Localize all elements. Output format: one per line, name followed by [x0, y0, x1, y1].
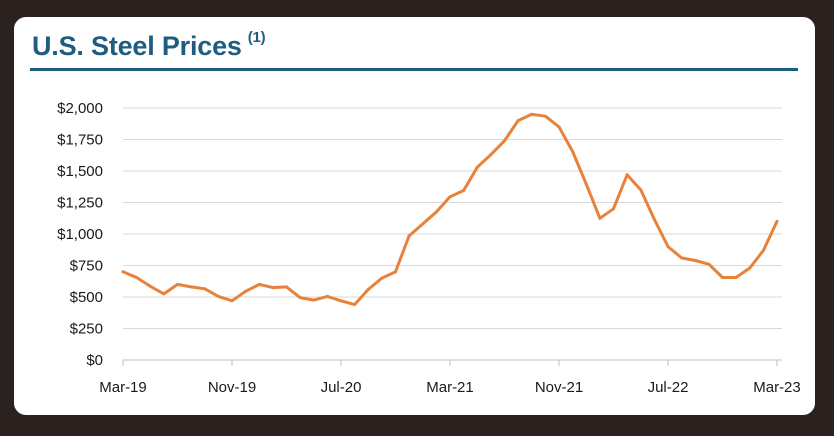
- data-point: [380, 276, 384, 280]
- data-point: [584, 182, 588, 186]
- y-tick-label: $0: [86, 352, 103, 369]
- x-tick-label: Jul-22: [648, 379, 689, 396]
- data-point: [612, 207, 615, 211]
- data-point: [734, 275, 738, 279]
- data-point: [135, 275, 139, 279]
- data-point: [189, 285, 193, 289]
- data-point: [475, 165, 479, 169]
- data-point: [707, 262, 711, 266]
- data-point: [503, 139, 506, 143]
- data-point: [339, 299, 343, 303]
- data-point: [625, 173, 629, 177]
- x-tick-label: Mar-23: [753, 379, 801, 396]
- data-point: [516, 119, 520, 123]
- data-point: [748, 266, 752, 270]
- data-point: [666, 245, 670, 249]
- data-point: [761, 248, 765, 252]
- y-tick-label: $750: [70, 258, 103, 275]
- steel-price-line-chart: $0 $250 $500 $750 $1,000 $1,250 $1,500 $1,750 $2…: [57, 100, 801, 396]
- data-point: [285, 285, 288, 289]
- data-point: [462, 189, 466, 193]
- data-point: [530, 112, 534, 116]
- data-point: [693, 258, 697, 262]
- y-tick-label: $1,750: [57, 132, 103, 149]
- data-point: [407, 234, 411, 238]
- gridlines: [123, 107, 782, 329]
- data-point: [257, 282, 261, 286]
- data-point: [148, 284, 152, 288]
- data-point: [203, 287, 207, 291]
- y-tick-label: $250: [70, 321, 103, 338]
- data-point: [598, 216, 602, 220]
- y-tick-label: $500: [70, 289, 103, 306]
- data-point: [298, 296, 302, 300]
- data-point: [721, 275, 724, 279]
- data-point: [176, 282, 179, 286]
- title-footnote: (1): [247, 29, 266, 46]
- data-point: [652, 218, 656, 222]
- series-layer: [121, 112, 779, 307]
- data-point: [639, 188, 643, 192]
- data-point: [489, 153, 493, 157]
- data-point: [244, 289, 248, 293]
- series-line: [121, 112, 779, 307]
- x-axis: Mar-19 Nov-19 Jul-20 Mar-21 Nov-21 Jul-22 Mar-…: [99, 359, 801, 396]
- data-point: [543, 114, 547, 118]
- data-point: [366, 287, 370, 291]
- y-axis: $0 $250 $500 $750 $1,000 $1,250 $1,500 $1,750 $2…: [57, 100, 103, 369]
- data-point: [421, 222, 425, 226]
- data-point: [394, 270, 397, 274]
- x-tick-label: Nov-19: [208, 379, 256, 396]
- page-title: U.S. Steel Prices (1): [32, 29, 266, 62]
- data-point: [448, 195, 452, 199]
- data-point: [680, 256, 684, 260]
- data-point: [353, 303, 357, 307]
- data-point: [230, 299, 234, 303]
- data-point: [271, 286, 275, 290]
- data-point: [121, 270, 125, 274]
- title-text: U.S. Steel Prices: [32, 31, 242, 61]
- data-point: [325, 294, 329, 298]
- y-tick-label: $2,000: [57, 100, 103, 117]
- x-tick-label: Mar-19: [99, 379, 147, 396]
- y-tick-label: $1,250: [57, 195, 103, 212]
- data-point: [216, 294, 220, 298]
- data-point: [162, 292, 166, 296]
- x-tick-label: Mar-21: [426, 379, 474, 396]
- y-tick-label: $1,500: [57, 163, 103, 180]
- data-point: [312, 298, 316, 302]
- title-divider: [30, 68, 798, 71]
- data-point: [571, 149, 575, 153]
- data-point: [557, 125, 561, 129]
- x-tick-label: Jul-20: [321, 379, 362, 396]
- data-point: [434, 210, 438, 214]
- y-tick-label: $1,000: [57, 226, 103, 243]
- data-point: [775, 219, 779, 223]
- x-tick-label: Nov-21: [535, 379, 583, 396]
- chart-card: U.S. Steel Prices (1) $0 $250 $500 $750 $1,00…: [14, 17, 815, 415]
